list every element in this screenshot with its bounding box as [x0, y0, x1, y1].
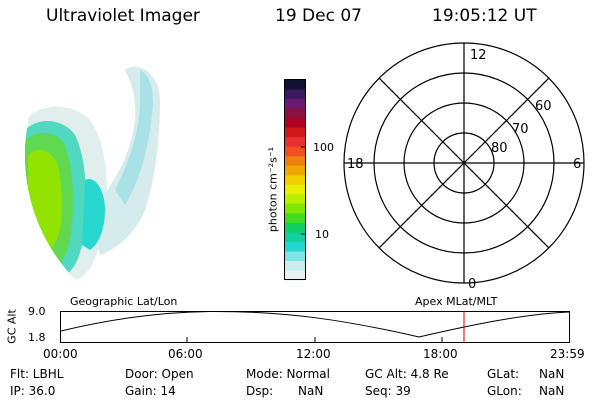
glat-label: GLat:	[487, 367, 520, 381]
colorbar-cell	[285, 260, 305, 271]
colorbar-cell	[285, 156, 305, 167]
mlt-label-12: 12	[470, 48, 487, 63]
colorbar-cell	[285, 203, 305, 214]
colorbar-cell	[285, 108, 305, 119]
colorbar-tick-10: 10	[315, 228, 329, 241]
date-label: 19 Dec 07	[275, 6, 362, 26]
gc-alt-tick-bottom: 1.8	[28, 331, 46, 344]
mode-status: Mode: Normal	[246, 367, 330, 381]
polar-mlt-plot: 12 18 6 0 60 70 80	[343, 42, 585, 290]
geographic-caption: Geographic Lat/Lon	[70, 295, 178, 308]
colorbar-cell	[285, 118, 305, 129]
mlt-label-6: 6	[573, 157, 581, 172]
door-status: Door: Open	[125, 367, 194, 381]
auroral-image	[25, 66, 160, 280]
colorbar-cell	[285, 165, 305, 176]
colorbar-cell	[285, 213, 305, 224]
glon-value: NaN	[539, 384, 565, 398]
time-label: 19:05:12 UT	[432, 6, 537, 26]
glat-value: NaN	[539, 367, 565, 381]
seq-status: Seq: 39	[365, 384, 411, 398]
lat-label-70: 70	[512, 122, 529, 137]
glon-label: GLon:	[487, 384, 522, 398]
colorbar-cell	[285, 137, 305, 148]
colorbar-unit-label: photon cm⁻²s⁻¹	[266, 146, 280, 233]
colorbar-cell	[285, 194, 305, 205]
colorbar-cell	[285, 127, 305, 138]
mlt-label-0: 0	[468, 277, 476, 290]
colorbar-cell	[285, 251, 305, 262]
x-tick-0000: 00:00	[43, 347, 78, 361]
altitude-curve	[60, 310, 570, 338]
x-tick-1800: 18:00	[423, 347, 458, 361]
lat-label-80: 80	[491, 141, 508, 156]
colorbar-cell	[285, 222, 305, 233]
x-tick-2359: 23:59	[550, 347, 585, 361]
colorbar-cell	[285, 241, 305, 252]
colorbar-cell	[285, 80, 305, 91]
colorbar-cell	[285, 99, 305, 110]
timeline-frame	[60, 311, 570, 343]
colorbar-cell	[285, 175, 305, 186]
colorbar-cell	[285, 89, 305, 100]
colorbar-cell	[285, 232, 305, 243]
flt-status: Flt: LBHL	[10, 367, 64, 381]
x-tick-1200: 12:00	[296, 347, 331, 361]
gc-alt-status: GC Alt: 4.8 Re	[365, 367, 449, 381]
dsp-value: NaN	[298, 384, 324, 398]
dsp-label: Dsp:	[246, 384, 274, 398]
colorbar-cell	[285, 184, 305, 195]
colorbar-tick-100: 100	[313, 141, 334, 154]
gc-alt-tick-top: 9.0	[28, 305, 46, 318]
colorbar-cell	[285, 270, 305, 281]
instrument-title: Ultraviolet Imager	[46, 6, 200, 26]
gc-alt-axis-title: GC Alt	[5, 309, 19, 344]
mlt-label-18: 18	[347, 157, 364, 172]
lat-label-60: 60	[535, 99, 552, 114]
x-tick-0600: 06:00	[168, 347, 203, 361]
ip-status: IP: 36.0	[10, 384, 56, 398]
gain-status: Gain: 14	[125, 384, 176, 398]
altitude-timeline	[60, 310, 570, 343]
apex-caption: Apex MLat/MLT	[415, 295, 498, 308]
colorbar-cell	[285, 146, 305, 157]
meridian-diag-2	[378, 77, 550, 249]
colorbar	[284, 79, 306, 281]
